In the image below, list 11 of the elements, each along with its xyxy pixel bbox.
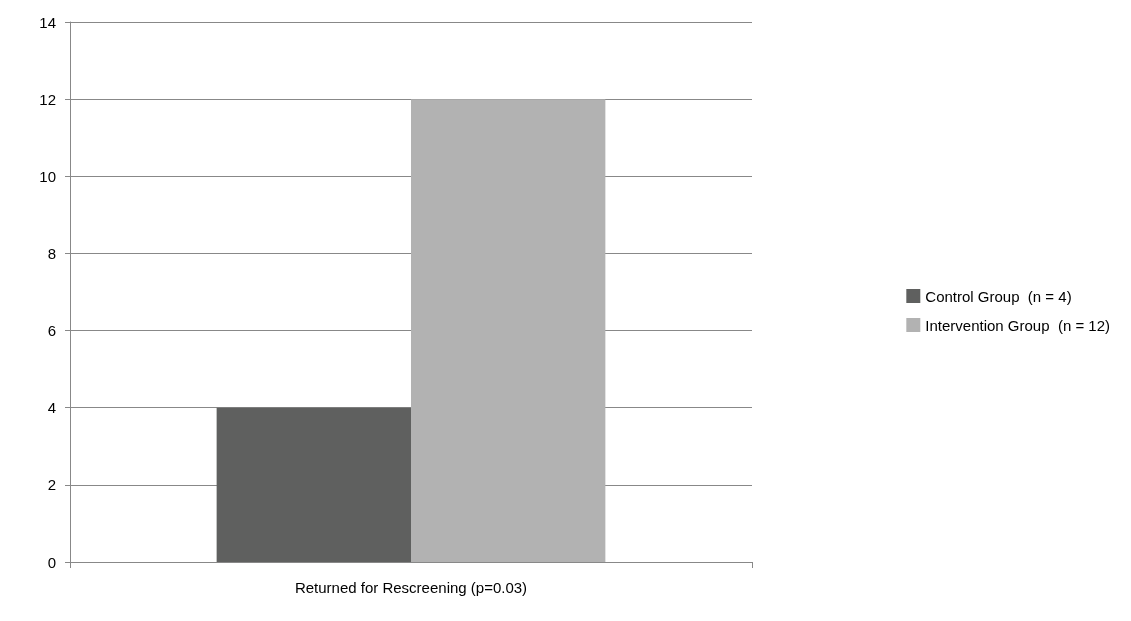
y-tick-label: 12 bbox=[39, 90, 56, 108]
legend-label: Intervention Group (n = 12) bbox=[925, 316, 1110, 334]
y-tick-label: 0 bbox=[47, 553, 56, 571]
legend-label: Control Group (n = 4) bbox=[925, 287, 1072, 305]
y-tick-label: 14 bbox=[39, 13, 56, 31]
y-tick-label: 2 bbox=[47, 476, 56, 494]
y-tick-label: 8 bbox=[47, 244, 56, 262]
y-tick-label: 6 bbox=[47, 322, 56, 340]
x-tick-label: Returned for Rescreening (p=0.03) bbox=[294, 579, 528, 596]
y-tick-label: 10 bbox=[39, 167, 56, 185]
y-tick-label: 4 bbox=[47, 399, 56, 417]
